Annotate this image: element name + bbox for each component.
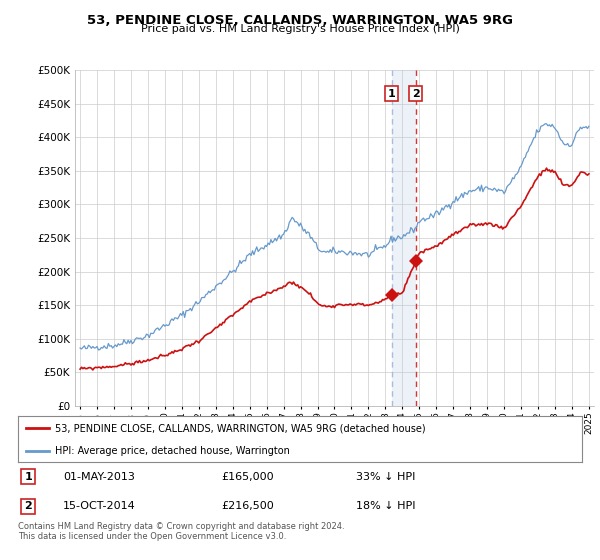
- Text: £165,000: £165,000: [221, 472, 274, 482]
- Text: 1: 1: [388, 88, 395, 99]
- Text: £216,500: £216,500: [221, 501, 274, 511]
- Text: 33% ↓ HPI: 33% ↓ HPI: [356, 472, 416, 482]
- Text: 2: 2: [24, 501, 32, 511]
- Text: 2: 2: [412, 88, 419, 99]
- Text: 53, PENDINE CLOSE, CALLANDS, WARRINGTON, WA5 9RG (detached house): 53, PENDINE CLOSE, CALLANDS, WARRINGTON,…: [55, 423, 425, 433]
- Text: HPI: Average price, detached house, Warrington: HPI: Average price, detached house, Warr…: [55, 446, 290, 455]
- Text: 18% ↓ HPI: 18% ↓ HPI: [356, 501, 416, 511]
- Text: Contains HM Land Registry data © Crown copyright and database right 2024.
This d: Contains HM Land Registry data © Crown c…: [18, 522, 344, 542]
- Text: 1: 1: [24, 472, 32, 482]
- Text: 53, PENDINE CLOSE, CALLANDS, WARRINGTON, WA5 9RG: 53, PENDINE CLOSE, CALLANDS, WARRINGTON,…: [87, 14, 513, 27]
- Text: Price paid vs. HM Land Registry's House Price Index (HPI): Price paid vs. HM Land Registry's House …: [140, 24, 460, 34]
- Bar: [392, 70, 416, 406]
- Text: 15-OCT-2014: 15-OCT-2014: [63, 501, 136, 511]
- Text: 01-MAY-2013: 01-MAY-2013: [63, 472, 135, 482]
